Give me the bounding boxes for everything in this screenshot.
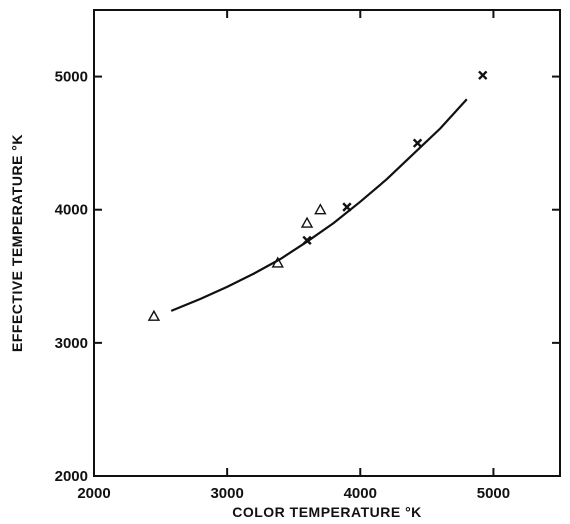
triangle-point bbox=[300, 216, 314, 228]
y-tick-label: 3000 bbox=[55, 335, 88, 352]
x-tick-label: 4000 bbox=[344, 485, 377, 502]
fit-curve-layer bbox=[170, 98, 468, 312]
data-points-layer bbox=[147, 70, 488, 321]
triangle-point bbox=[147, 309, 161, 321]
y-tick-label: 5000 bbox=[55, 69, 88, 86]
cross-point bbox=[302, 235, 312, 245]
y-tick-label: 4000 bbox=[55, 202, 88, 219]
cross-point bbox=[342, 202, 352, 212]
y-axis-label: EFFECTIVE TEMPERATURE °K bbox=[9, 134, 25, 352]
x-axis-ticks: 2000 3000 4000 5000 bbox=[77, 10, 510, 502]
x-tick-label: 3000 bbox=[210, 485, 243, 502]
plot-frame bbox=[93, 9, 561, 477]
x-tick-label: 5000 bbox=[477, 485, 510, 502]
y-tick-label: 2000 bbox=[55, 468, 88, 485]
y-axis-ticks: 2000 3000 4000 5000 bbox=[55, 69, 560, 485]
cross-point bbox=[412, 138, 423, 148]
cross-stroke bbox=[342, 202, 352, 212]
cross-point bbox=[478, 70, 488, 80]
triangle-point bbox=[314, 203, 327, 215]
cross-stroke bbox=[412, 138, 423, 148]
fit-curve-line bbox=[170, 98, 468, 312]
cross-stroke bbox=[478, 70, 488, 80]
x-tick-label: 2000 bbox=[77, 485, 110, 502]
triangle-point bbox=[271, 256, 284, 268]
x-axis-label: COLOR TEMPERATURE °K bbox=[232, 504, 422, 520]
cross-stroke bbox=[302, 235, 312, 245]
